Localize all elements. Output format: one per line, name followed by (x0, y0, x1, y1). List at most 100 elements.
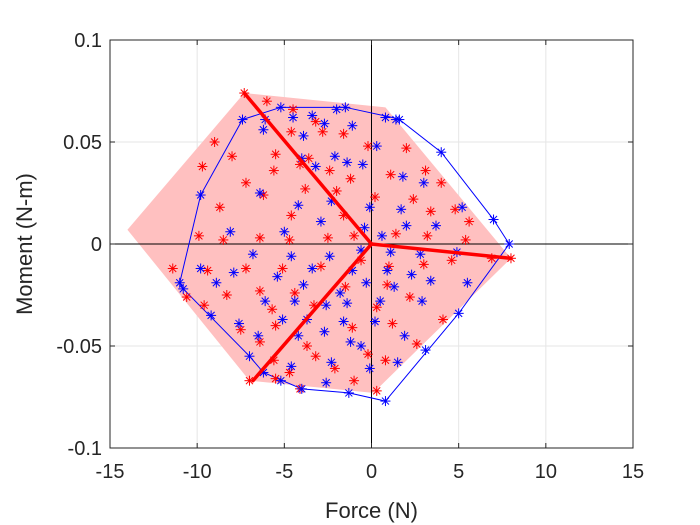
data-point-blue (504, 239, 515, 249)
data-point-red (310, 351, 321, 362)
reachable-region (127, 93, 511, 393)
data-point-blue (425, 275, 436, 286)
data-point-blue (385, 247, 396, 258)
data-point-red (425, 206, 436, 217)
data-point-blue (359, 222, 370, 233)
data-point-blue (310, 161, 321, 172)
data-point-blue (195, 190, 206, 201)
data-point-red (254, 285, 265, 296)
data-point-blue (225, 226, 236, 237)
x-tick-label: 10 (535, 461, 557, 483)
data-point-blue (237, 114, 248, 125)
data-point-red (436, 177, 447, 188)
x-tick-label: -10 (183, 461, 212, 483)
data-point-red (315, 261, 326, 272)
data-point-red (408, 194, 419, 205)
x-tick-label: 0 (366, 461, 377, 483)
data-point-red (193, 230, 204, 241)
data-point-red (437, 314, 448, 325)
data-point-blue (394, 114, 405, 125)
data-point-red (268, 165, 279, 176)
data-point-red (464, 216, 475, 227)
data-point-blue (315, 216, 326, 227)
data-point-blue (380, 112, 391, 123)
data-point-blue (338, 316, 349, 327)
data-point-red (221, 290, 232, 300)
data-point-blue (253, 330, 264, 341)
data-point-blue (321, 377, 332, 388)
data-point-red (363, 349, 374, 360)
data-point-red (340, 281, 351, 292)
data-point-red (329, 363, 340, 374)
data-point-red (289, 287, 300, 298)
data-point-blue (234, 318, 245, 329)
data-point-blue (211, 277, 222, 288)
data-point-red (209, 137, 220, 147)
data-point-blue (389, 281, 400, 292)
data-point-red (349, 375, 360, 386)
red-spokes (242, 91, 513, 383)
data-point-blue (342, 157, 353, 168)
spoke-line (251, 242, 374, 383)
data-point-red (411, 338, 422, 349)
y-axis-ticks: -0.1 -0.05 0 0.05 0.1 (56, 30, 633, 460)
data-point-red (254, 232, 265, 243)
data-point-red (460, 234, 471, 245)
spoke-line (369, 242, 513, 261)
x-axis-label: Force (N) (325, 498, 418, 523)
data-point-red (258, 190, 269, 201)
data-point-blue (298, 130, 309, 141)
y-tick-label: -0.1 (68, 438, 102, 460)
data-point-blue (457, 202, 468, 213)
data-point-red (286, 126, 297, 137)
data-point-red (387, 318, 398, 329)
data-point-blue (357, 159, 368, 170)
y-tick-label: -0.05 (56, 336, 102, 358)
data-point-blue (431, 220, 442, 231)
data-point-blue (307, 110, 318, 121)
scatter-points (167, 88, 516, 407)
data-point-blue (418, 177, 429, 188)
data-point-blue (399, 330, 410, 341)
data-point-blue (307, 263, 318, 274)
data-point-red (270, 320, 281, 331)
data-point-blue (415, 249, 426, 260)
data-point-red (300, 183, 311, 194)
data-point-red (418, 259, 429, 270)
x-tick-label: 15 (622, 461, 644, 483)
data-point-red (199, 300, 210, 311)
data-point-blue (174, 277, 185, 288)
data-point-red (197, 161, 208, 172)
spoke-line (242, 91, 374, 246)
y-tick-label: 0 (91, 234, 102, 256)
data-point-red (371, 385, 382, 396)
data-point-blue (275, 102, 286, 113)
data-point-blue (364, 363, 375, 374)
y-tick-label: 0.1 (74, 30, 102, 52)
data-point-red (383, 261, 394, 272)
data-point-red (347, 322, 358, 333)
data-point-blue (369, 316, 380, 327)
data-point-red (420, 165, 431, 176)
data-point-blue (319, 118, 330, 129)
data-point-blue (335, 287, 346, 298)
data-point-red (267, 304, 278, 315)
data-point-red (404, 292, 415, 303)
data-point-red (181, 292, 192, 303)
x-tick-label: -5 (275, 461, 293, 483)
data-point-red (301, 341, 312, 351)
data-point-blue (380, 396, 391, 407)
data-point-red (317, 126, 328, 137)
data-point-red (349, 230, 360, 241)
data-point-red (363, 141, 374, 152)
data-point-blue (345, 336, 356, 347)
data-point-blue (343, 387, 354, 398)
data-point-red (324, 165, 335, 176)
data-point-red (380, 355, 391, 366)
data-point-blue (329, 151, 340, 162)
data-point-blue (275, 375, 286, 386)
data-point-blue (417, 296, 428, 307)
data-point-blue (279, 226, 290, 237)
data-point-blue (401, 220, 412, 231)
